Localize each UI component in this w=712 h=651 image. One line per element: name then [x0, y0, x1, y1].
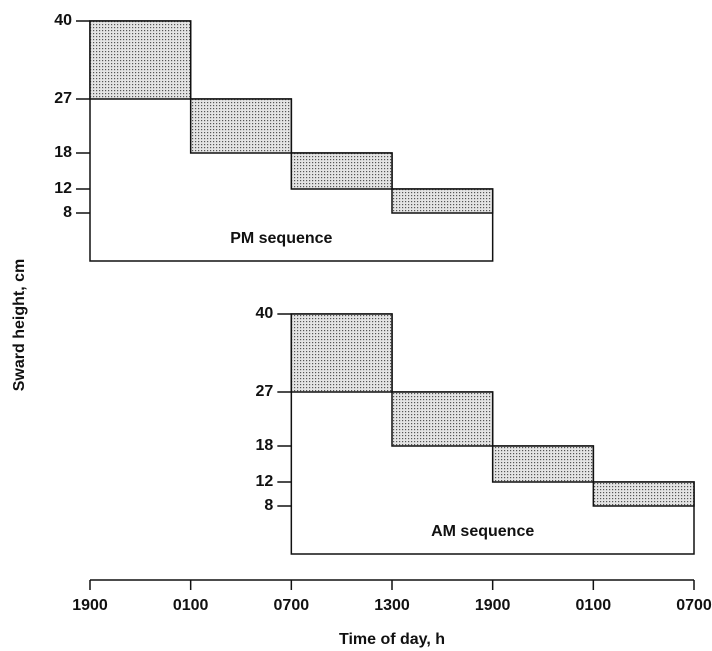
x-tick-label: 0100 [173, 597, 209, 614]
x-tick-label: 1300 [374, 597, 410, 614]
grazing-band [290, 313, 393, 393]
grazing-band [491, 445, 595, 483]
y-tick-label: 40 [54, 12, 72, 29]
x-tick-label: 0100 [576, 597, 612, 614]
x-axis-label: Time of day, h [339, 631, 445, 648]
y-axis-label: Sward height, cm [11, 259, 28, 391]
x-tick-label: 0700 [274, 597, 310, 614]
x-tick-label: 1900 [475, 597, 511, 614]
panel-label: PM sequence [230, 230, 332, 247]
y-tick-label: 12 [256, 473, 274, 490]
y-tick-label: 8 [63, 204, 72, 221]
y-tick-label: 18 [54, 144, 72, 161]
grazing-band [189, 98, 293, 154]
panel-label: AM sequence [431, 523, 534, 540]
y-tick-label: 18 [256, 437, 274, 454]
grazing-band [592, 481, 695, 507]
grazing-band [391, 391, 494, 447]
y-tick-label: 12 [54, 180, 72, 197]
grazing-band [290, 152, 393, 190]
grazing-band [391, 188, 494, 214]
y-tick-label: 8 [264, 497, 273, 514]
x-tick-label: 0700 [676, 597, 712, 614]
y-tick-label: 40 [256, 305, 274, 322]
x-tick-label: 1900 [72, 597, 108, 614]
grazing-band [89, 20, 192, 100]
y-tick-label: 27 [54, 90, 72, 107]
y-tick-label: 27 [256, 383, 274, 400]
